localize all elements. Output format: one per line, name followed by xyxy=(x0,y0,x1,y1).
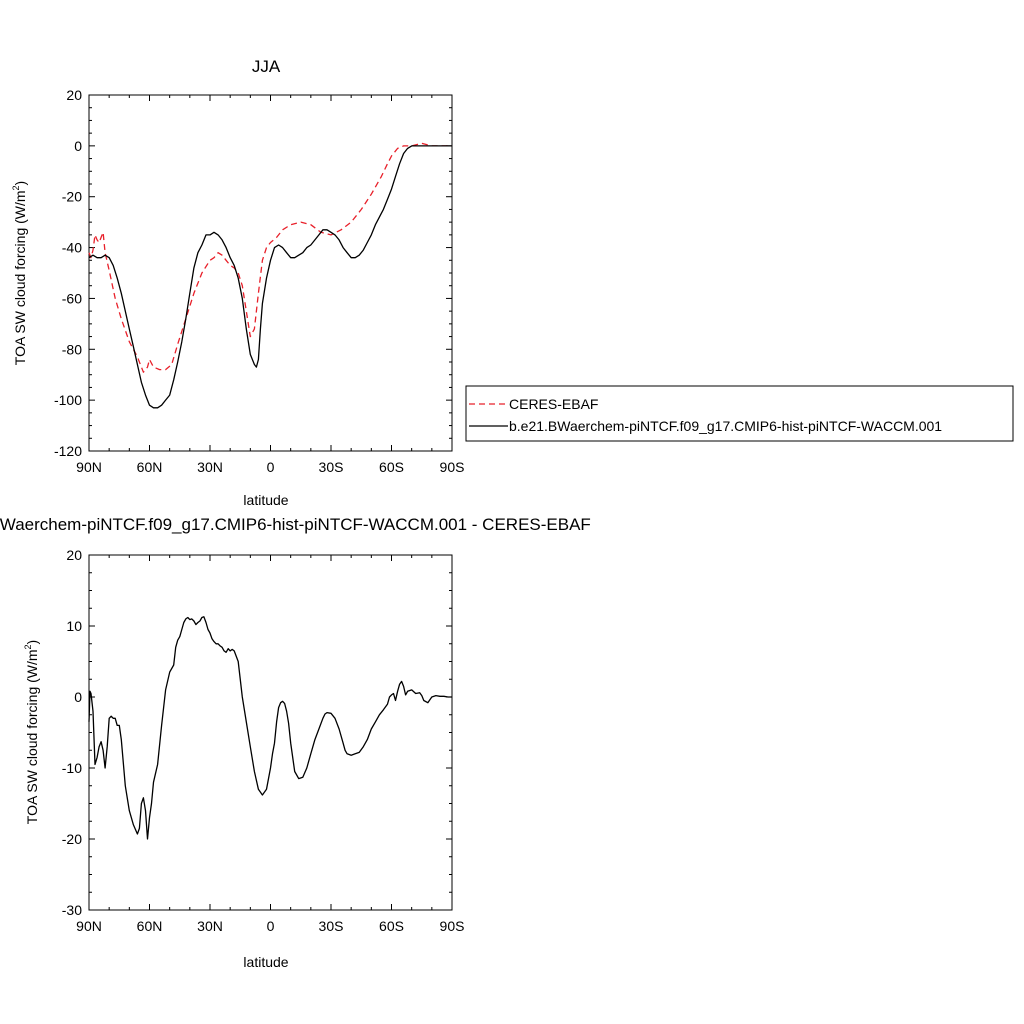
bottom-chart-xlabel: latitude xyxy=(243,954,288,970)
top-chart-xtick-label: 60N xyxy=(137,459,163,475)
top-chart-xtick-label: 30S xyxy=(319,459,344,475)
top-chart-xtick-label: 30N xyxy=(197,459,223,475)
bottom-chart-xtick-label: 0 xyxy=(267,918,275,934)
bottom-chart-ticks: 90N 60N 30N 0 30S 60S 90S 20 10 0 -10 -20 -30 xyxy=(62,547,465,934)
legend: CERES-EBAF b.e21.BWaerchem-piNTCF.f09_g1… xyxy=(465,385,1014,442)
bottom-chart-ytick-label: 10 xyxy=(66,618,82,634)
bottom-chart-series-line-0 xyxy=(88,616,452,840)
bottom-chart-xtick-label: 60S xyxy=(379,918,404,934)
top-chart-xtick-label: 90N xyxy=(76,459,102,475)
top-chart-ticks: 90N 60N 30N 0 30S 60S 90S 20 0 -20 -40 -60 -80 -100 -1… xyxy=(54,87,464,475)
bottom-chart-ylabel: TOA SW cloud forcing (W/m2) xyxy=(23,640,40,824)
top-chart-ytick-label: -100 xyxy=(54,392,82,408)
bottom-chart-series xyxy=(88,616,452,840)
top-chart-xtick-label: 90S xyxy=(440,459,465,475)
top-chart-series xyxy=(88,142,452,409)
bottom-chart-ytick-label: -30 xyxy=(62,902,82,918)
legend-label-model: b.e21.BWaerchem-piNTCF.f09_g17.CMIP6-his… xyxy=(509,418,942,434)
bottom-chart-ytick-label: -20 xyxy=(62,831,82,847)
top-chart-xlabel: latitude xyxy=(243,492,288,508)
bottom-chart-xtick-label: 90N xyxy=(76,918,102,934)
bottom-chart-xtick-label: 90S xyxy=(440,918,465,934)
top-chart-ylabel: TOA SW cloud forcing (W/m2) xyxy=(11,181,28,365)
bottom-chart: b.e21.BWaerchem-piNTCF.f09_g17.CMIP6-his… xyxy=(0,515,591,970)
top-chart-xtick-label: 60S xyxy=(379,459,404,475)
bottom-chart-ytick-label: 20 xyxy=(66,547,82,563)
bottom-chart-ytick-label: 0 xyxy=(74,689,82,705)
bottom-chart-xtick-label: 30S xyxy=(319,918,344,934)
top-chart-title: JJA xyxy=(252,57,281,76)
legend-label-ceres: CERES-EBAF xyxy=(509,396,598,412)
top-chart-ytick-label: -80 xyxy=(62,341,82,357)
top-chart-ytick-label: 0 xyxy=(74,138,82,154)
top-chart: JJA 90N 60N 30N 0 30S 60S 90S 20 0 -20 -40 -60 -80 -1… xyxy=(11,57,1014,508)
top-chart-ytick-label: -40 xyxy=(62,240,82,256)
top-chart-ytick-label: -20 xyxy=(62,189,82,205)
bottom-chart-title: b.e21.BWaerchem-piNTCF.f09_g17.CMIP6-his… xyxy=(0,515,591,534)
bottom-chart-xtick-label: 60N xyxy=(137,918,163,934)
bottom-chart-frame xyxy=(88,554,453,911)
top-chart-series-line-0 xyxy=(88,142,452,373)
top-chart-series-line-1 xyxy=(88,145,452,409)
top-chart-ytick-label: 20 xyxy=(66,87,82,103)
top-chart-xtick-label: 0 xyxy=(267,459,275,475)
legend-box xyxy=(465,385,1014,442)
bottom-chart-xtick-label: 30N xyxy=(197,918,223,934)
bottom-chart-ytick-label: -10 xyxy=(62,760,82,776)
top-chart-ytick-label: -60 xyxy=(62,290,82,306)
top-chart-ytick-label: -120 xyxy=(54,443,82,459)
